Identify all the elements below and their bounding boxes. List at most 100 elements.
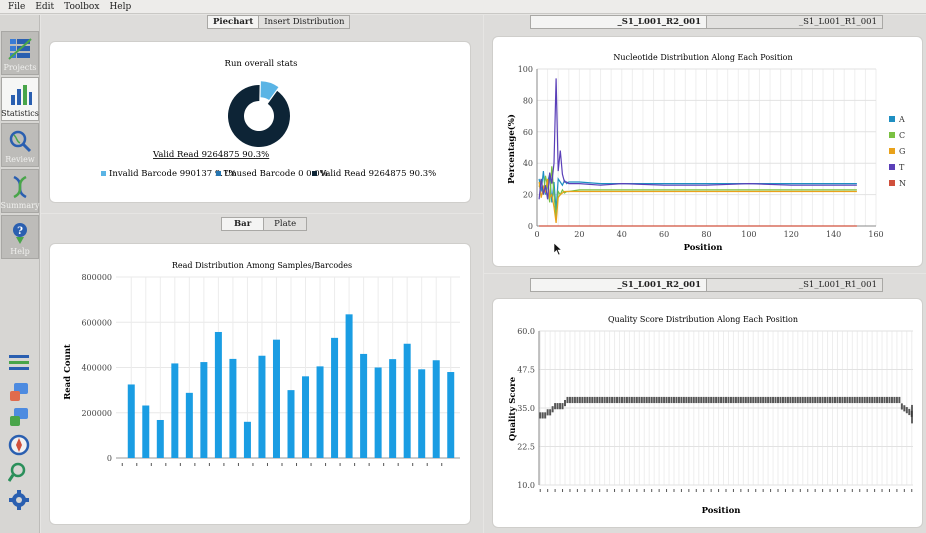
read-distribution-pane: Bar Plate Read Distribution Among Sample… [41, 214, 483, 533]
projects-icon [8, 38, 32, 60]
box-mark [804, 396, 807, 404]
box-mark [645, 396, 648, 404]
sidebar-item-label: Projects [3, 63, 37, 72]
bar-ytick-label: 600000 [81, 318, 112, 327]
box-mark [663, 396, 666, 404]
box-mark [655, 396, 658, 404]
pie-slice [228, 84, 290, 147]
tab-r2[interactable]: _S1_L001_R2_001 [530, 278, 707, 292]
box-mark [791, 396, 794, 404]
sidebar-item-label: Help [10, 247, 30, 256]
box-mark [890, 396, 893, 404]
line-series [538, 78, 857, 200]
menu-help[interactable]: Help [109, 1, 132, 12]
box-mark [747, 396, 750, 404]
box-mark [675, 396, 678, 404]
bar [418, 369, 426, 458]
pie-chart: Run overall stats Valid Read 9264875 90.… [101, 59, 436, 179]
box-mark [603, 396, 606, 404]
box-mark [846, 396, 849, 404]
sidebar-item-review[interactable]: Review [1, 123, 39, 167]
box-mark [769, 396, 772, 404]
tab-bar[interactable]: Bar [221, 217, 265, 231]
nucleotide-chart: Nucleotide Distribution Along Each Posit… [506, 53, 906, 253]
tag-icon[interactable] [8, 381, 30, 403]
nucleotide-pane: _S1_L001_R2_001 _S1_L001_R1_001 Nucleoti… [484, 15, 926, 273]
tab-r1[interactable]: _S1_L001_R1_001 [706, 15, 883, 29]
box-mark [749, 396, 752, 404]
bar-title: Read Distribution Among Samples/Barcodes [172, 261, 352, 270]
legend-swatch [889, 132, 895, 138]
box-mark [871, 396, 874, 404]
bar [302, 376, 310, 458]
box-mark [895, 396, 898, 404]
box-mark [596, 396, 599, 404]
legend-swatch-unused [216, 171, 221, 176]
legend-swatch [889, 164, 895, 170]
box-mark [554, 403, 557, 410]
box-mark [541, 412, 544, 419]
box-mark [630, 396, 633, 404]
box-mark [539, 412, 542, 419]
box-mark [601, 396, 604, 404]
line-series [538, 166, 857, 219]
box-mark [606, 396, 609, 404]
box-mark [695, 396, 698, 404]
box-mark [702, 396, 705, 404]
box-mark [836, 396, 839, 404]
quality-tabs: _S1_L001_R2_001 _S1_L001_R1_001 [530, 278, 883, 292]
line-xtick-label: 0 [534, 230, 539, 239]
box-mark [900, 403, 903, 410]
help-icon: ? [13, 223, 27, 244]
box-mark [598, 396, 601, 404]
sidebar-item-help[interactable]: ? Help [1, 215, 39, 259]
mouse-cursor-icon [553, 242, 563, 256]
tab-r1[interactable]: _S1_L001_R1_001 [706, 278, 883, 292]
box-mark [734, 396, 737, 404]
box-mark [908, 408, 911, 416]
line-ytick-label: 100 [518, 65, 533, 74]
menu-edit[interactable]: Edit [35, 1, 55, 12]
box-mark [905, 407, 908, 414]
tab-piechart[interactable]: Piechart [207, 15, 260, 29]
menu-toolbox[interactable]: Toolbox [64, 1, 100, 12]
tag-edit-icon[interactable] [8, 406, 30, 428]
box-mark [878, 396, 881, 404]
sidebar-item-summary[interactable]: Summary [1, 169, 39, 213]
settings-icon[interactable] [8, 489, 30, 511]
sidebar-item-statistics[interactable]: Statistics [1, 77, 39, 121]
box-mark [729, 396, 732, 404]
box-mark [833, 396, 836, 404]
box-mark [732, 396, 735, 404]
box-mark [549, 409, 552, 416]
summary-icon [13, 175, 27, 199]
box-mark [715, 396, 718, 404]
box-mark [789, 396, 792, 404]
bar [171, 363, 179, 458]
tab-insert-distribution[interactable]: Insert Distribution [258, 15, 351, 29]
box-mark [625, 396, 628, 404]
box-ytick-label: 35.0 [517, 404, 535, 413]
line-xtick-label: 20 [574, 230, 584, 239]
menu-file[interactable]: File [8, 1, 26, 12]
tab-plate[interactable]: Plate [263, 217, 308, 231]
box-mark [544, 412, 547, 419]
box-mark [876, 396, 879, 404]
list-icon[interactable] [8, 352, 30, 374]
box-mark [759, 396, 762, 404]
box-mark [710, 396, 713, 404]
magnifier-icon[interactable] [8, 461, 30, 483]
compass-icon[interactable] [8, 434, 30, 456]
bar [258, 355, 266, 458]
legend-swatch-invalid [101, 171, 106, 176]
tab-r2[interactable]: _S1_L001_R2_001 [530, 15, 707, 29]
box-mark [611, 396, 614, 404]
box-mark [767, 396, 770, 404]
box-mark [757, 396, 760, 404]
box-mark [824, 396, 827, 404]
box-mark [578, 396, 581, 404]
line-series [538, 171, 857, 211]
line-xtick-label: 40 [617, 230, 627, 239]
box-mark [618, 396, 621, 404]
sidebar-item-projects[interactable]: Projects [1, 31, 39, 75]
